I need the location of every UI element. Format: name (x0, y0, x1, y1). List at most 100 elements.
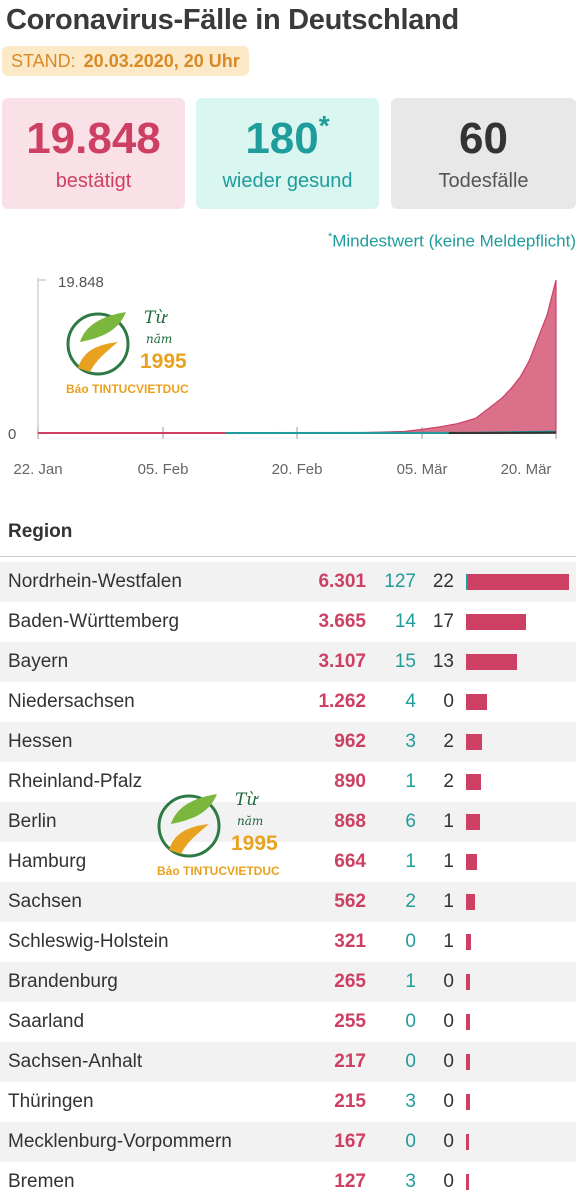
region-cases: 167 (334, 1131, 366, 1152)
table-row: Niedersachsen 1.262 4 0 (0, 682, 576, 722)
region-deaths: 0 (443, 1091, 454, 1112)
table-row: Mecklenburg-Vorpommern 167 0 0 (0, 1122, 576, 1162)
series-deaths-line (448, 431, 557, 434)
region-recovered: 3 (405, 1091, 416, 1112)
x-tick-label: 05. Feb (138, 461, 189, 478)
cases-area-chart: 19.848 0 22. Jan 05. Feb 20. Feb 05. Mär 20. M… (8, 274, 557, 478)
region-deaths: 22 (432, 571, 454, 592)
region-bar (466, 894, 475, 910)
region-cases: 664 (334, 851, 366, 872)
region-cases: 868 (334, 811, 366, 832)
chart-ticks: 19.848 0 22. Jan 05. Feb 20. Feb 05. Mär 20. M… (8, 274, 551, 478)
deaths-card: 60 Todesfälle (391, 98, 576, 209)
table-row: Schleswig-Holstein 321 0 1 (0, 922, 576, 962)
region-bar (466, 694, 487, 710)
region-name: Bremen (8, 1171, 75, 1192)
region-recovered: 1 (405, 771, 416, 792)
region-name: Niedersachsen (8, 691, 135, 712)
region-cases: 962 (334, 731, 366, 752)
table-row: Hessen 962 3 2 (0, 722, 576, 762)
region-name: Hessen (8, 731, 73, 752)
table-row: Nordrhein-Westfalen 6.301 127 22 (0, 562, 576, 602)
region-deaths: 2 (443, 731, 454, 752)
watermark-line1: Từ (144, 308, 167, 328)
region-name: Sachsen-Anhalt (8, 1051, 143, 1072)
region-deaths: 0 (443, 1011, 454, 1032)
watermark-brand: Báo TINTUCVIETDUC (66, 382, 189, 396)
recovered-value: 180 (245, 114, 319, 163)
region-bar (466, 934, 471, 950)
region-cases: 3.665 (318, 611, 366, 632)
table-row: Baden-Württemberg 3.665 14 17 (0, 602, 576, 642)
region-recovered: 3 (405, 1171, 416, 1192)
region-recovered: 0 (405, 1011, 416, 1032)
table-row: Sachsen-Anhalt 217 0 0 (0, 1042, 576, 1082)
region-deaths: 17 (432, 611, 454, 632)
x-tick-label: 20. Feb (272, 461, 323, 478)
chart-series (37, 279, 557, 434)
region-cases: 562 (334, 891, 366, 912)
recovered-marker: * (318, 110, 330, 141)
region-cases: 1.262 (318, 691, 366, 712)
region-bar (466, 974, 470, 990)
table-row: Hamburg 664 1 1 (0, 842, 576, 882)
watermark-emblem-icon (66, 312, 130, 376)
region-cases: 321 (334, 931, 366, 952)
table-row: Berlin 868 6 1 (0, 802, 576, 842)
region-cases: 255 (334, 1011, 366, 1032)
region-bar-recovered-tip (466, 574, 468, 590)
region-recovered: 3 (405, 731, 416, 752)
region-recovered: 0 (405, 1131, 416, 1152)
region-bar (466, 1134, 469, 1150)
region-name: Bayern (8, 651, 69, 672)
watermark-line2-2: năm (237, 814, 264, 828)
region-name: Thüringen (8, 1091, 94, 1112)
region-cases: 6.301 (318, 571, 366, 592)
watermark-line1-2: Từ (235, 790, 258, 810)
confirmed-label: bestätigt (55, 170, 132, 192)
watermark-emblem-icon-2 (157, 794, 221, 858)
watermark-logo: Từ năm 1995 Báo TINTUCVIETDUC (66, 308, 206, 398)
region-bar (466, 654, 517, 670)
table-row: Rheinland-Pfalz 890 1 2 (0, 762, 576, 802)
table-header-rule (0, 556, 576, 557)
region-recovered: 1 (405, 971, 416, 992)
region-recovered: 0 (405, 931, 416, 952)
table-row: Brandenburg 265 1 0 (0, 962, 576, 1002)
region-table: Nordrhein-Westfalen 6.301 127 22 Baden-Württ… (0, 562, 578, 1202)
region-deaths: 0 (443, 691, 454, 712)
region-recovered: 0 (405, 1051, 416, 1072)
region-header: Region (8, 521, 73, 542)
region-cases: 890 (334, 771, 366, 792)
region-cases: 265 (334, 971, 366, 992)
x-tick-label: 05. Mär (397, 461, 448, 478)
region-deaths: 1 (443, 931, 454, 952)
region-bar (466, 854, 477, 870)
confirmed-value: 19.848 (26, 114, 161, 163)
confirmed-card: 19.848 bestätigt (2, 98, 185, 209)
region-bar (466, 774, 481, 790)
region-name: Nordrhein-Westfalen (8, 571, 182, 592)
x-tick-label: 22. Jan (13, 461, 62, 478)
footnote-marker: * (327, 231, 333, 243)
footnote-text: Mindestwert (keine Meldepflicht) (332, 231, 576, 251)
stand-label: STAND: (11, 50, 76, 71)
region-name: Schleswig-Holstein (8, 931, 169, 952)
recovered-value-wrap: 180* (196, 110, 379, 164)
table-row: Bayern 3.107 15 13 (0, 642, 576, 682)
region-cases: 217 (334, 1051, 366, 1072)
region-bar (466, 1014, 470, 1030)
watermark-year-2: 1995 (231, 832, 278, 855)
region-recovered: 127 (384, 571, 416, 592)
region-name: Mecklenburg-Vorpommern (8, 1131, 232, 1152)
region-name: Rheinland-Pfalz (8, 771, 143, 792)
region-deaths: 2 (443, 771, 454, 792)
watermark-brand-2: Báo TINTUCVIETDUC (157, 864, 280, 878)
recovered-label: wieder gesund (222, 170, 353, 192)
table-row: Saarland 255 0 0 (0, 1002, 576, 1042)
region-cases: 215 (334, 1091, 366, 1112)
region-recovered: 4 (405, 691, 416, 712)
region-name: Sachsen (8, 891, 82, 912)
region-bar (466, 1094, 470, 1110)
table-row: Sachsen 562 2 1 (0, 882, 576, 922)
